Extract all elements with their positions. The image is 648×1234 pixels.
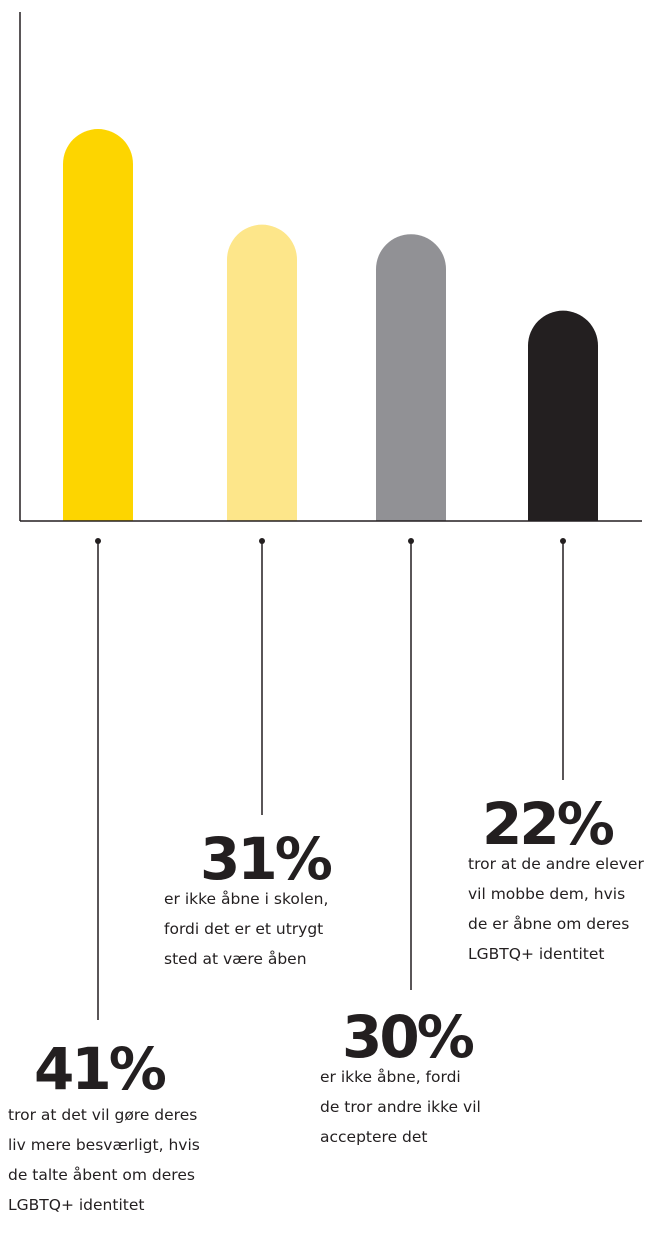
leader-dot-22 <box>560 538 566 544</box>
stat-description-line: er ikke åbne i skolen, <box>164 890 329 908</box>
stat-description-line: LGBTQ+ identitet <box>468 945 605 963</box>
stat-description-line: LGBTQ+ identitet <box>8 1196 145 1214</box>
stat-description-line: liv mere besværligt, hvis <box>8 1136 200 1154</box>
stat-description-line: sted at være åben <box>164 950 307 968</box>
stat-description-line: acceptere det <box>320 1128 428 1146</box>
stat-description-line: fordi det er et utrygt <box>164 920 324 938</box>
stat-description-41: tror at det vil gøre deres liv mere besv… <box>8 1100 200 1220</box>
stat-description-line: vil mobbe dem, hvis <box>468 885 626 903</box>
callout-22: 22% tror at de andre elever vil mobbe de… <box>468 795 648 969</box>
bar-30 <box>376 234 446 521</box>
stat-value-31: 31% <box>200 825 333 893</box>
stat-description-line: tror at det vil gøre deres <box>8 1106 198 1124</box>
stat-description-line: de er åbne om deres <box>468 915 630 933</box>
stat-description-line: tror at de andre elever <box>468 855 644 873</box>
bar-41 <box>63 129 133 522</box>
leader-dot-30 <box>408 538 414 544</box>
stat-value-41: 41% <box>34 1035 167 1103</box>
stat-description-line: de talte åbent om deres <box>8 1166 195 1184</box>
stat-description-line: de tror andre ikke vil <box>320 1098 481 1116</box>
callout-31: 31% er ikke åbne i skolen, fordi det er … <box>164 825 333 974</box>
callout-41: 41% tror at det vil gøre deres liv mere … <box>8 1040 200 1220</box>
bar-31 <box>227 224 297 521</box>
stat-description-22: tror at de andre elever vil mobbe dem, h… <box>468 849 648 969</box>
leader-dot-31 <box>259 538 265 544</box>
callout-30: 30% er ikke åbne, fordi de tror andre ik… <box>320 1008 481 1152</box>
leader-dot-41 <box>95 538 101 544</box>
bar-22 <box>528 310 598 521</box>
stat-description-31: er ikke åbne i skolen, fordi det er et u… <box>164 884 330 974</box>
stat-description-30: er ikke åbne, fordi de tror andre ikke v… <box>320 1062 481 1152</box>
stat-value-22: 22% <box>482 795 615 858</box>
stat-description-line: er ikke åbne, fordi <box>320 1068 461 1086</box>
stat-value-30: 30% <box>342 1003 475 1071</box>
